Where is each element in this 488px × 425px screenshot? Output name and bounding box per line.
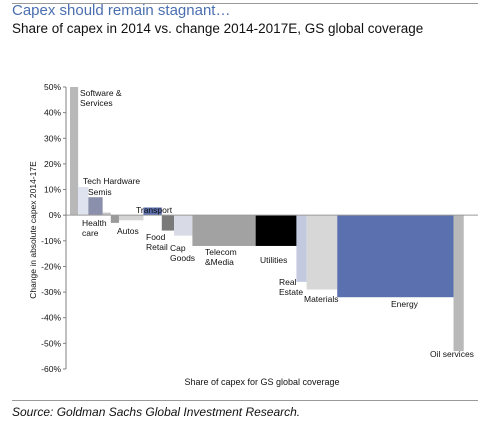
bar-label: Energy	[391, 299, 419, 309]
bar-real-estate	[296, 215, 307, 282]
y-tick-label: 30%	[44, 133, 61, 143]
bar-label: Health care	[82, 218, 107, 238]
bar-label: Tech Hardware	[83, 176, 140, 186]
x-axis-label: Share of capex for GS global coverage	[184, 377, 339, 387]
y-tick-label: -30%	[41, 287, 61, 297]
bar-label: Autos	[117, 226, 139, 236]
source-note: Source: Goldman Sachs Global Investment …	[12, 405, 301, 419]
bar-label: Materials	[304, 294, 338, 304]
bar-tech-hardware	[78, 186, 89, 216]
bar-label: Transport	[136, 205, 173, 215]
chart-subtitle: Share of capex in 2014 vs. change 2014-2…	[12, 21, 424, 36]
bar-label: Semis	[88, 187, 112, 197]
y-tick-label: 10%	[44, 185, 61, 195]
chart-title: Capex should remain stagnant…	[12, 2, 231, 19]
bar-label: Food Retail	[146, 232, 168, 252]
capex-chart: 50% 40% 30% 20% 10% 0% -10% -20% -30% -40% -50% -60…	[28, 82, 478, 387]
bottom-rule	[12, 400, 478, 401]
bar-semis	[88, 197, 103, 216]
bar-label: Software & Services	[80, 88, 122, 108]
bar-label: Cap Goods	[170, 243, 195, 263]
y-axis-label: Change in absolute capex 2014-17E	[28, 161, 38, 299]
y-tick-label: 50%	[44, 82, 61, 92]
bar-food-retail	[161, 215, 175, 231]
y-tick-label: -20%	[41, 261, 61, 271]
y-tick-label: 40%	[44, 108, 61, 118]
y-ticks-group: 50% 40% 30% 20% 10% 0% -10% -20% -30% -40% -50% -60…	[41, 82, 66, 374]
bar-autos	[118, 215, 144, 221]
y-tick-label: -50%	[41, 338, 61, 348]
bar-unlabeled-4	[110, 215, 119, 223]
bar-label: Utilities	[260, 255, 287, 265]
bar-oil-services	[453, 215, 464, 352]
bar-label: Real Estate	[279, 277, 303, 297]
bar-utilities	[255, 215, 297, 246]
y-tick-label: 20%	[44, 159, 61, 169]
bar-cap-goods	[174, 215, 193, 236]
y-tick-label: -60%	[41, 364, 61, 374]
bar-transport	[143, 207, 162, 216]
bar-health-care	[102, 212, 111, 216]
bar-telecom-media	[192, 215, 256, 246]
bar-materials	[306, 215, 338, 290]
bar-energy	[337, 215, 454, 298]
bars-group	[70, 87, 464, 352]
bar-label: Oil services	[430, 349, 474, 359]
top-rule	[12, 3, 478, 4]
y-tick-label: -40%	[41, 313, 61, 323]
y-tick-label: -10%	[41, 236, 61, 246]
bar-software-services	[70, 87, 79, 216]
y-tick-label: 0%	[49, 210, 62, 220]
bar-label: Telecom &Media	[205, 247, 237, 267]
